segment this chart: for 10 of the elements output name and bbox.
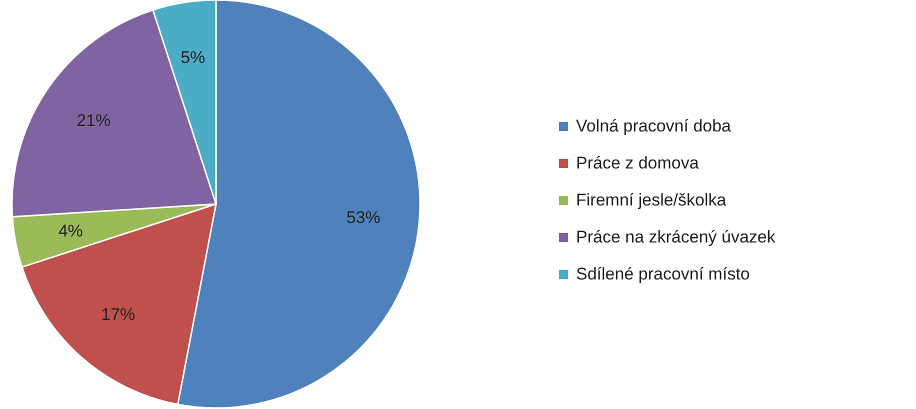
legend-label: Firemní jesle/školka bbox=[576, 190, 727, 210]
legend-label: Sdílené pracovní místo bbox=[576, 264, 750, 284]
data-label: 17% bbox=[101, 305, 136, 324]
data-label: 4% bbox=[58, 222, 83, 241]
legend-label: Volná pracovní doba bbox=[576, 116, 732, 136]
data-label: 5% bbox=[180, 48, 206, 67]
data-label: 21% bbox=[76, 110, 111, 130]
legend-label: Práce z domova bbox=[576, 154, 700, 172]
data-label: 53% bbox=[346, 208, 380, 227]
legend-label: Práce na zkrácený úvazek bbox=[576, 228, 776, 246]
